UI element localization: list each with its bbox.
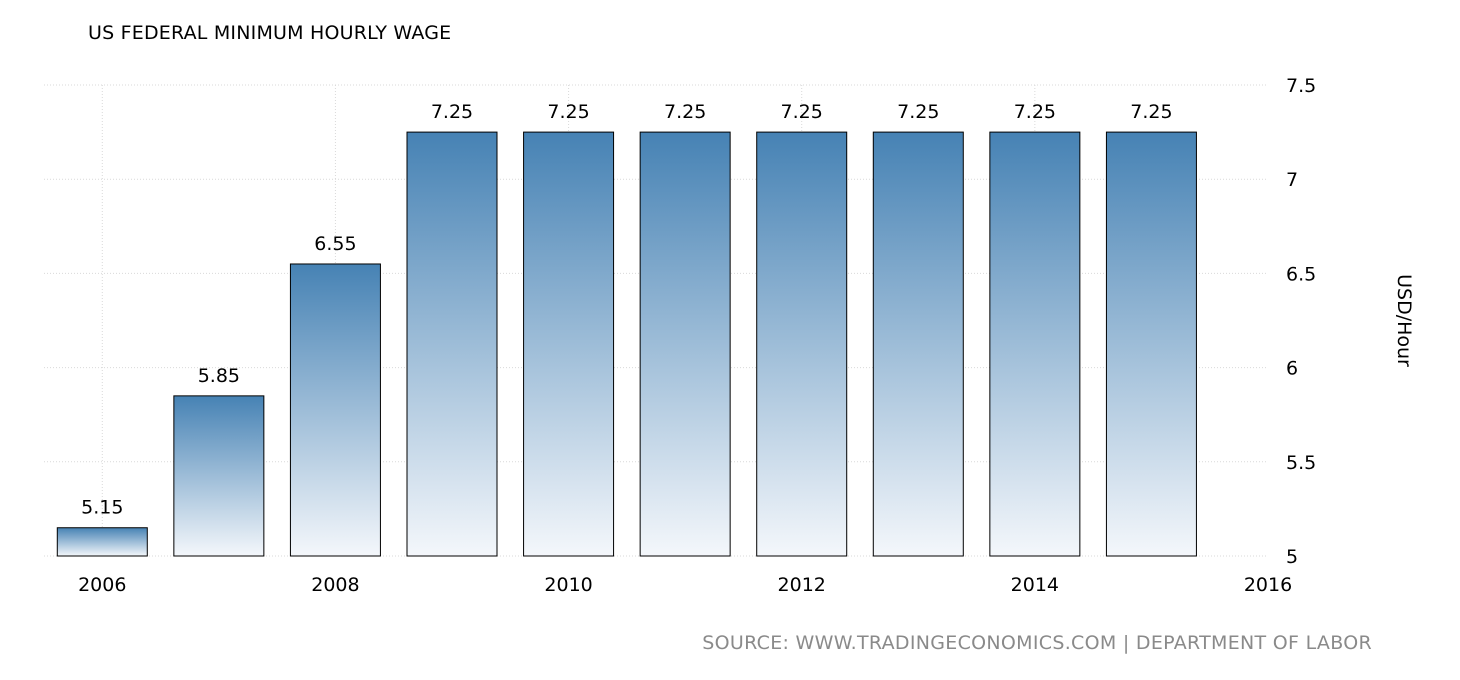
bar-2009 xyxy=(406,131,498,557)
data-label-2009: 7.25 xyxy=(431,101,473,123)
y-tick-label: 6.5 xyxy=(1286,263,1316,285)
y-axis-label: USD/Hour xyxy=(1393,274,1415,367)
bar-2013 xyxy=(872,131,964,557)
data-label-2015: 7.25 xyxy=(1130,101,1172,123)
bar-2014 xyxy=(989,131,1081,557)
value-labels: 5.15 5.85 6.55 7.25 7.25 7.25 7.25 7.25 7.25 7.25 xyxy=(81,101,1172,519)
bar-2012 xyxy=(756,131,848,557)
y-axis: 5 5.5 6 6.5 7 7.5 xyxy=(1286,75,1316,568)
bars xyxy=(56,131,1197,557)
bar-2015 xyxy=(1105,131,1197,557)
data-label-2011: 7.25 xyxy=(664,101,706,123)
data-label-2006: 5.15 xyxy=(81,497,123,519)
x-tick-label: 2010 xyxy=(544,574,592,596)
chart-source: SOURCE: WWW.TRADINGECONOMICS.COM | DEPAR… xyxy=(702,632,1372,654)
y-tick-label: 7.5 xyxy=(1286,75,1316,97)
data-label-2008: 6.55 xyxy=(314,233,356,255)
y-tick-label: 6 xyxy=(1286,358,1298,380)
y-tick-label: 5 xyxy=(1286,546,1298,568)
bar-2010 xyxy=(523,131,615,557)
y-tick-label: 5.5 xyxy=(1286,452,1316,474)
x-tick-label: 2016 xyxy=(1244,574,1292,596)
x-axis: 2006 2008 2010 2012 2014 2016 xyxy=(78,574,1292,596)
x-tick-label: 2006 xyxy=(78,574,126,596)
y-tick-label: 7 xyxy=(1286,169,1298,191)
x-tick-label: 2012 xyxy=(778,574,826,596)
data-label-2007: 5.85 xyxy=(198,365,240,387)
chart-title: US FEDERAL MINIMUM HOURLY WAGE xyxy=(88,22,452,44)
data-label-2012: 7.25 xyxy=(781,101,823,123)
x-tick-label: 2008 xyxy=(311,574,359,596)
x-tick-label: 2014 xyxy=(1011,574,1059,596)
data-label-2014: 7.25 xyxy=(1014,101,1056,123)
bar-2011 xyxy=(639,131,731,557)
data-label-2010: 7.25 xyxy=(547,101,589,123)
bar-2006 xyxy=(56,527,148,557)
bar-2007 xyxy=(173,395,265,557)
data-label-2013: 7.25 xyxy=(897,101,939,123)
bar-2008 xyxy=(289,263,381,557)
